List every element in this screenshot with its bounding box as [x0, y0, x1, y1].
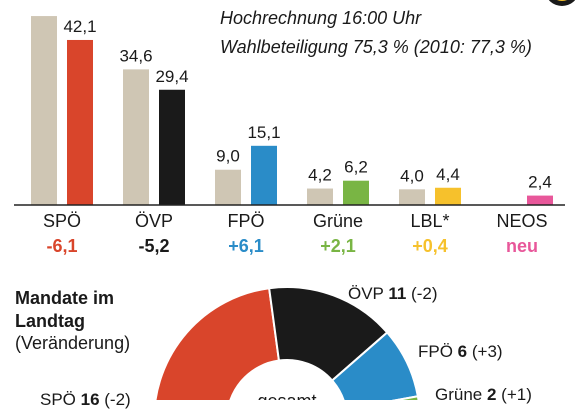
donut-slice-grune — [391, 395, 420, 400]
bar-fpo-2010 — [215, 169, 241, 205]
category-label-spo: SPÖ — [43, 211, 81, 231]
category-label-fpo: FPÖ — [227, 211, 264, 231]
bar-value-grune-2015: 6,2 — [344, 158, 368, 177]
bar-neos-2015 — [527, 195, 553, 205]
bar-value-lbl-2015: 4,4 — [436, 165, 460, 184]
bar-spo-2010 — [31, 16, 57, 205]
mandate-title-text: Mandate im Landtag — [15, 288, 115, 331]
seat-label-fpo: FPÖ 6 (+3) — [418, 342, 503, 362]
donut-slice-spo — [154, 287, 281, 400]
bar-value-fpo-2010: 9,0 — [216, 147, 240, 166]
bar-spo-2015 — [67, 39, 93, 205]
bar-ovp-2015 — [159, 89, 185, 205]
bar-lbl-2010 — [399, 189, 425, 205]
seat-count: 11 — [388, 284, 407, 303]
mandate-title: Mandate im Landtag — [15, 287, 155, 333]
logo-badge — [548, 0, 576, 6]
category-label-ovp: ÖVP — [135, 211, 173, 231]
bar-value-lbl-2010: 4,0 — [400, 166, 424, 185]
change-labels: -6,1 -5,2 +6,1 +2,1 +0,4 neu — [46, 236, 538, 256]
seat-label-gruene: Grüne 2 (+1) — [435, 385, 532, 405]
election-chart: 42,1 34,629,4 9,0 15,1 4,2 6,2 4,0 4,4 2,4 SPÖ ÖV… — [14, 16, 565, 400]
seat-label-spo: SPÖ 16 (-2) — [40, 390, 131, 410]
seat-change: (+1) — [496, 385, 532, 404]
seat-count: 6 — [457, 342, 468, 361]
donut-center-label: gesamt — [257, 391, 316, 400]
change-label-lbl: +0,4 — [412, 236, 448, 256]
change-label-fpo: +6,1 — [228, 236, 264, 256]
bar-grune-2015 — [343, 180, 369, 205]
bar-grune-2010 — [307, 188, 333, 205]
seat-change: (-2) — [406, 284, 438, 303]
bar-lbl-2015 — [435, 187, 461, 205]
bar-value-fpo-2015: 15,1 — [247, 123, 280, 142]
seat-party: Grüne — [435, 385, 487, 404]
seat-count: 2 — [486, 385, 497, 404]
vote-share-bars — [31, 16, 553, 205]
bar-ovp-2010 — [123, 69, 149, 205]
change-label-ovp: -5,2 — [138, 236, 169, 256]
bar-value-spo-2015: 42,1 — [63, 17, 96, 36]
bar-value-labels: 42,1 34,629,4 9,0 15,1 4,2 6,2 4,0 4,4 2,4 — [63, 17, 551, 192]
seat-change: (+3) — [467, 342, 503, 361]
bar-value-ovp-2010: 34,6 — [119, 46, 152, 65]
change-label-neos: neu — [506, 236, 538, 256]
bar-value-grune-2010: 4,2 — [308, 166, 332, 185]
seat-party: FPÖ — [418, 342, 458, 361]
category-label-lbl: LBL* — [410, 211, 449, 231]
seat-party: ÖVP — [348, 284, 389, 303]
change-label-spo: -6,1 — [46, 236, 77, 256]
projection-time: Hochrechnung 16:00 Uhr — [220, 8, 422, 28]
seat-donut — [154, 286, 420, 400]
change-label-grune: +2,1 — [320, 236, 356, 256]
seat-label-ovp: ÖVP 11 (-2) — [348, 284, 437, 304]
party-labels: SPÖ ÖVP FPÖ Grüne LBL* NEOS — [43, 211, 548, 231]
turnout-text: Wahlbeteiligung 75,3 % (2010: 77,3 %) — [220, 37, 532, 57]
mandate-subtitle: (Veränderung) — [15, 333, 131, 353]
category-label-neos: NEOS — [496, 211, 547, 231]
bar-value-ovp-2015: 29,4 — [155, 67, 188, 86]
category-label-grune: Grüne — [313, 211, 363, 231]
bar-fpo-2015 — [251, 145, 277, 205]
bar-value-neos-2015: 2,4 — [528, 173, 552, 192]
